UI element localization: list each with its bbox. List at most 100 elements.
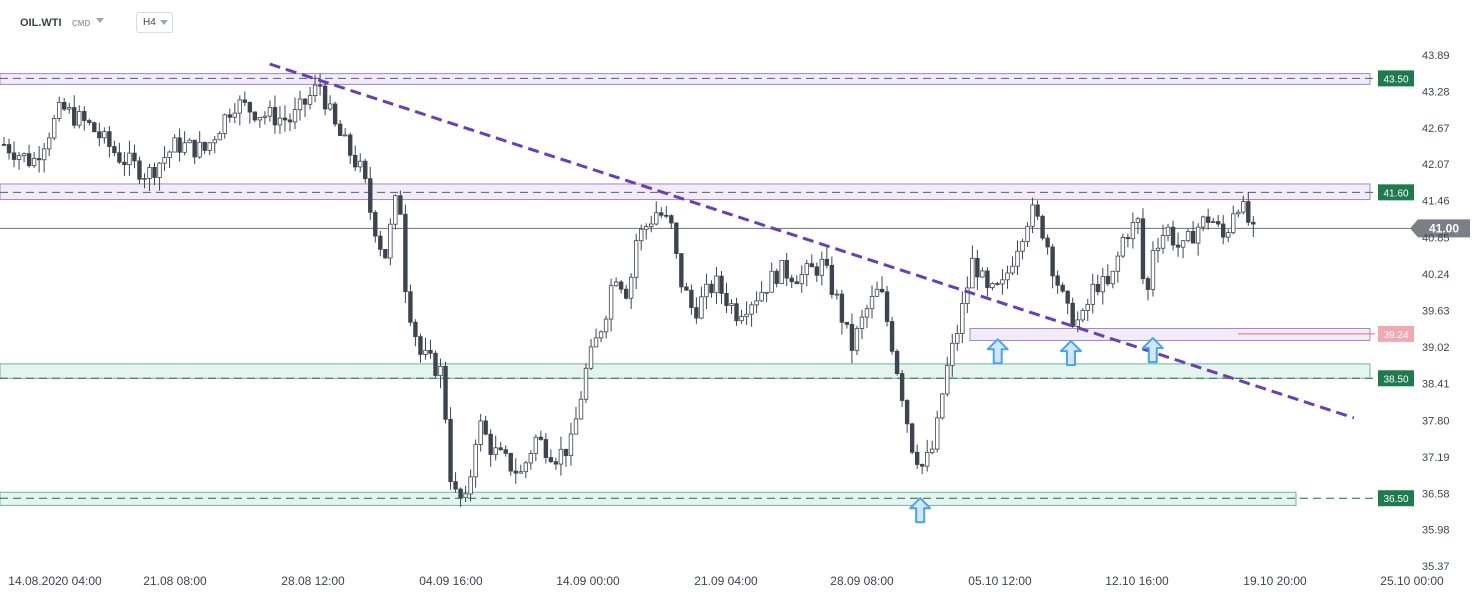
- candle-body: [1100, 275, 1105, 293]
- candle-body: [1055, 275, 1060, 286]
- candle-body: [398, 195, 403, 215]
- candle-body: [172, 137, 177, 153]
- x-tick-label: 12.10 16:00: [1105, 574, 1169, 588]
- candle-body: [819, 258, 825, 276]
- candle-body: [573, 418, 579, 435]
- candle-body: [277, 117, 283, 126]
- candle-body: [1120, 237, 1126, 257]
- candle-body: [859, 316, 865, 329]
- candle-body: [1070, 302, 1075, 327]
- candle-body: [930, 448, 935, 453]
- candle-body: [242, 99, 248, 103]
- candle-body: [628, 276, 634, 299]
- candle-body: [1175, 244, 1181, 248]
- chart-toolbar: OIL.WTI CMD H4: [0, 0, 1482, 44]
- symbol-label[interactable]: OIL.WTI: [20, 17, 62, 29]
- current-price-label-bg: [1410, 219, 1470, 238]
- candle-body: [21, 153, 27, 157]
- level-label-bg: [1378, 184, 1414, 201]
- candle-body: [1205, 216, 1211, 223]
- level-label: 38.50: [1383, 374, 1408, 385]
- candle-body: [322, 85, 328, 110]
- candle-body: [799, 274, 804, 285]
- candle-body: [162, 157, 167, 164]
- candle-body: [809, 263, 814, 268]
- candle-body: [909, 423, 915, 453]
- y-tick-label: 38.41: [1422, 379, 1450, 391]
- candle-body: [428, 349, 433, 354]
- candle-body: [1005, 272, 1010, 281]
- candle-body: [608, 285, 614, 320]
- candle-body: [453, 481, 458, 490]
- y-tick-label: 43.28: [1422, 87, 1450, 99]
- candle-body: [1090, 283, 1095, 305]
- candle-body: [117, 152, 122, 163]
- candle-body: [955, 333, 960, 344]
- x-tick-label: 21.09 04:00: [694, 574, 758, 588]
- candle-body: [36, 158, 42, 161]
- candle-body: [618, 281, 624, 290]
- candle-body: [87, 120, 92, 124]
- candle-body: [62, 102, 67, 110]
- candle-body: [879, 288, 885, 293]
- candle-body: [147, 166, 152, 179]
- level-zone: [0, 491, 1297, 506]
- candle-body: [332, 103, 338, 125]
- y-tick-label: 37.19: [1422, 452, 1450, 464]
- candle-body: [383, 248, 388, 259]
- candle-body: [669, 215, 674, 224]
- candle-body: [613, 281, 619, 287]
- x-tick-label: 19.10 20:00: [1243, 574, 1307, 588]
- candle-body: [864, 308, 870, 318]
- candle-body: [1150, 250, 1156, 290]
- y-tick-label: 35.98: [1422, 524, 1450, 536]
- candle-body: [1075, 319, 1080, 327]
- candle-body: [408, 291, 413, 323]
- candle-body: [272, 107, 278, 126]
- candle-body: [478, 420, 483, 445]
- y-tick-label: 40.24: [1422, 269, 1450, 281]
- candle-body: [884, 291, 890, 322]
- candle-body: [232, 112, 237, 118]
- candle-body: [1035, 204, 1040, 217]
- candle-body: [568, 433, 574, 457]
- candle-body: [1195, 226, 1201, 244]
- level-zones: [0, 73, 1371, 506]
- candle-body: [247, 102, 253, 113]
- candle-body: [914, 451, 920, 465]
- candle-body: [633, 240, 639, 278]
- y-axis: 35.37 35.98 36.58 37.19 37.80 38.41 39.02 39.63…: [1422, 50, 1450, 573]
- candle-body: [1221, 223, 1226, 238]
- candle-body: [368, 178, 373, 213]
- candle-body: [1125, 237, 1131, 240]
- candle-body: [1135, 218, 1141, 223]
- candle-body: [1110, 270, 1116, 285]
- symbol-dropdown-icon[interactable]: [96, 18, 104, 23]
- candle-body: [342, 134, 348, 137]
- candle-body: [438, 365, 443, 376]
- candle-body: [874, 288, 880, 297]
- candle-body: [337, 123, 343, 137]
- candle-body: [593, 337, 599, 348]
- candle-body: [965, 287, 970, 304]
- candle-body: [704, 283, 709, 298]
- candle-body: [77, 111, 82, 126]
- trendline: [269, 62, 1355, 420]
- candle-body: [97, 131, 102, 139]
- candle-body: [307, 95, 313, 105]
- candle-body: [403, 213, 408, 293]
- x-tick-label: 21.08 08:00: [143, 574, 207, 588]
- chevron-down-icon: [160, 20, 168, 25]
- timeframe-label: H4: [143, 17, 156, 28]
- candle-body: [67, 107, 72, 110]
- candle-body: [834, 293, 840, 296]
- candle-body: [373, 211, 378, 237]
- timeframe-select[interactable]: H4: [136, 12, 173, 33]
- candle-body: [583, 367, 589, 400]
- candle-body: [513, 470, 518, 474]
- candle-body: [237, 99, 243, 114]
- candle-body: [473, 444, 478, 478]
- candle-body: [167, 151, 172, 158]
- candle-body: [1145, 278, 1151, 290]
